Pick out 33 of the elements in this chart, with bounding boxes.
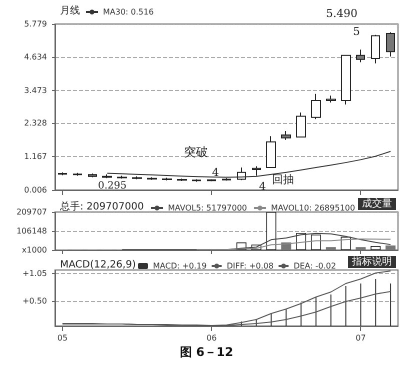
text: 成交量 [362, 198, 392, 210]
annotation: 0.295 [98, 180, 127, 192]
x-tick-label: 05 [57, 334, 68, 342]
y-tick-label: x1000 [22, 246, 47, 254]
annotation: 4 [212, 166, 219, 179]
x-tick-label: 06 [206, 334, 217, 342]
chart-title: MACD(12,26,9) [60, 260, 136, 270]
x-tick-label: 07 [356, 334, 366, 342]
chart-title: 总手: 209707000 [59, 200, 144, 212]
y-tick-label: 106148 [16, 226, 47, 236]
annotation: 突破 [184, 145, 208, 159]
y-tick-label: 3.473 [24, 86, 47, 95]
legend-label: MACD: +0.19 [153, 262, 207, 270]
y-tick-label: +1.05 [22, 269, 47, 278]
y-tick-label: 1.167 [24, 152, 47, 162]
legend-label: DEA: -0.02 [294, 262, 336, 270]
y-tick-label: 5.779 [24, 20, 47, 28]
annotation: 5 [353, 25, 360, 38]
legend-label: MAVOL10: 26895100 [270, 204, 356, 212]
chart-title: 月线 [60, 4, 80, 16]
caption: 图 6－12 [180, 345, 234, 359]
text: 5.490 [326, 7, 358, 20]
y-tick-label: +0.50 [22, 296, 47, 306]
y-tick-label: 2.328 [24, 118, 47, 128]
legend-label: DIFF: +0.08 [226, 262, 274, 270]
annotation: 4 [259, 180, 266, 193]
legend-label: MAVOL5: 51797000 [168, 204, 247, 212]
y-tick-label: 4.634 [24, 52, 47, 62]
annotation: 回抽 [272, 173, 294, 186]
legend-label: MA30: 0.516 [103, 8, 154, 16]
text: 指标说明 [351, 256, 392, 268]
y-tick-label: 0.006 [24, 186, 47, 194]
y-tick-label: 209707 [16, 208, 47, 216]
